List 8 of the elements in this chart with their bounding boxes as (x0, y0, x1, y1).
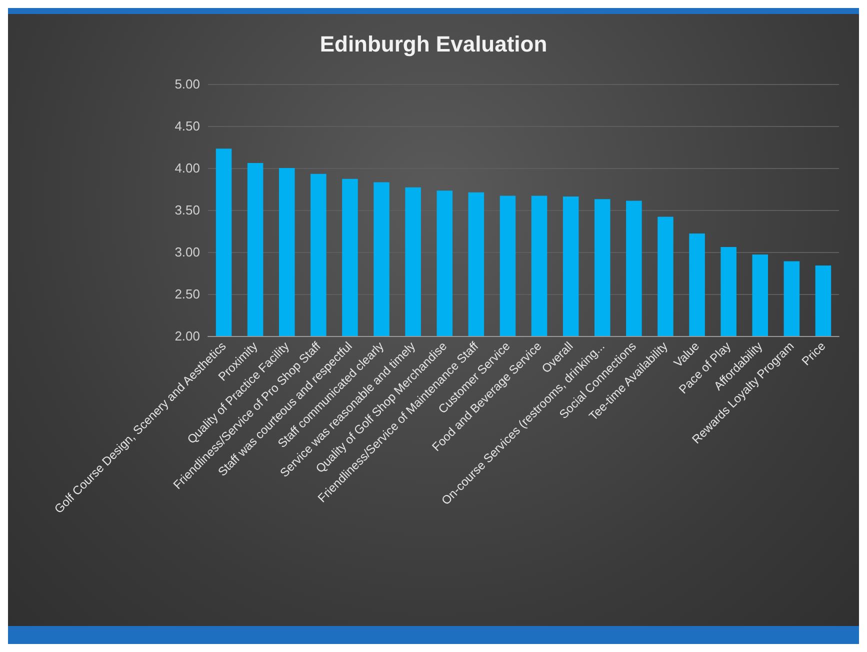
y-tick-label: 4.00 (174, 160, 200, 176)
y-tick-label: 5.00 (174, 76, 200, 92)
y-tick-label: 2.00 (174, 328, 200, 344)
y-tick-label: 2.50 (174, 286, 200, 302)
y-tick-label: 3.50 (174, 202, 200, 218)
y-tick-label: 4.50 (174, 118, 200, 134)
chart-title: Edinburgh Evaluation (320, 32, 548, 56)
y-tick-label: 3.00 (174, 244, 200, 260)
